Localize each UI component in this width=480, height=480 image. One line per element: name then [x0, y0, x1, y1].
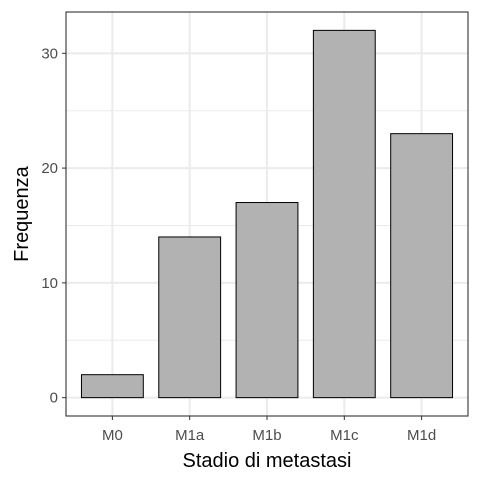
bars	[80, 29, 454, 399]
x-tick-label: M1d	[407, 427, 436, 444]
bar-m1c	[312, 29, 376, 399]
y-axis: 0 10 20 30	[41, 45, 66, 407]
bar-m1d	[390, 133, 454, 399]
y-tick-label: 10	[41, 275, 58, 292]
x-tick-label: M1a	[175, 427, 205, 444]
x-tick-label: M1b	[252, 427, 281, 444]
y-axis-title: Frequenza	[11, 165, 33, 261]
y-tick-label: 0	[50, 390, 58, 407]
y-tick-label: 20	[41, 160, 58, 177]
bar-m1a	[158, 236, 222, 399]
x-axis: M0 M1a M1b M1c M1d	[102, 416, 436, 444]
y-tick-label: 30	[41, 45, 58, 62]
x-tick-label: M1c	[330, 427, 359, 444]
x-tick-label: M0	[102, 427, 123, 444]
bar-m1b	[235, 202, 299, 399]
x-axis-title: Stadio di metastasi	[183, 450, 352, 472]
bar-m0	[80, 374, 144, 399]
